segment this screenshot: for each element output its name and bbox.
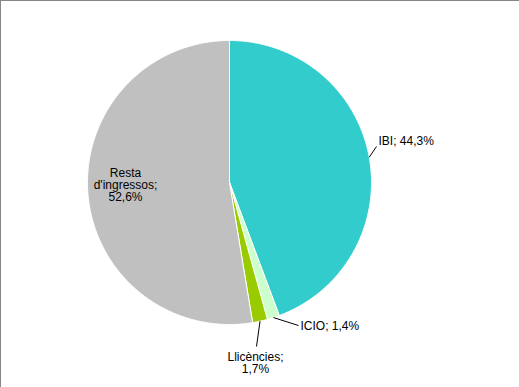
svg-text:IBI; 44,3%: IBI; 44,3% xyxy=(379,134,435,148)
svg-text:ICIO; 1,4%: ICIO; 1,4% xyxy=(301,319,360,333)
svg-text:Restad'ingressos;52,6%: Restad'ingressos;52,6% xyxy=(94,166,158,204)
svg-text:Llicències;1,7%: Llicències;1,7% xyxy=(227,350,283,376)
